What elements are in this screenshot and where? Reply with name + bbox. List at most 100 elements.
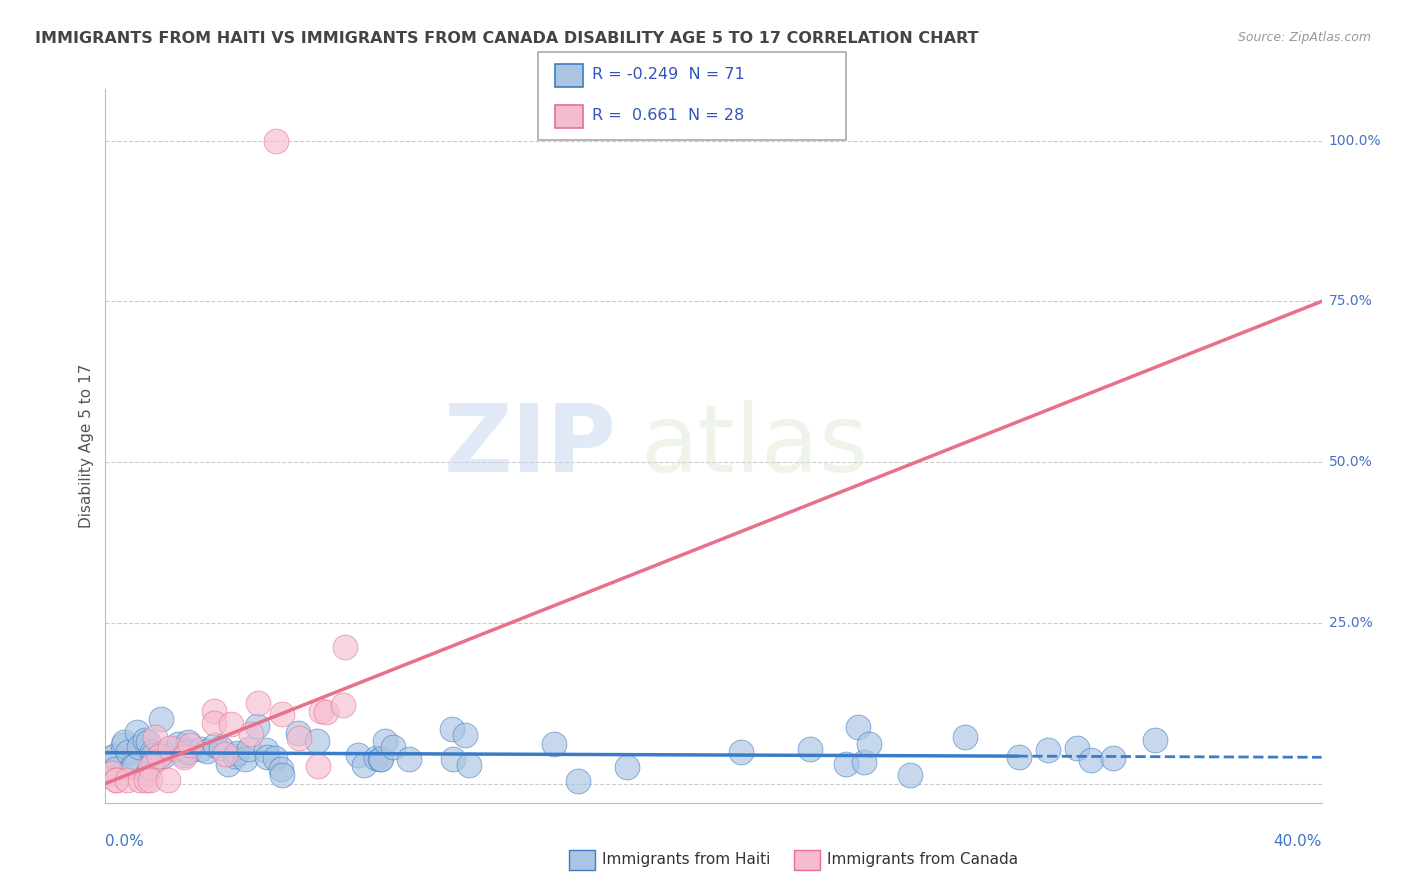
Point [173,747,195,762]
Point [730,745,752,759]
Point [370,751,392,765]
Point [454,728,477,742]
Point [368,752,391,766]
Point [382,740,405,755]
Point [1008,749,1031,764]
Text: 50.0%: 50.0% [1329,455,1372,469]
Text: atlas: atlas [641,400,869,492]
Point [366,750,388,764]
Point [616,760,638,774]
Point [202,715,225,730]
Point [256,749,278,764]
Point [127,725,149,739]
Point [150,747,173,761]
Point [139,773,162,788]
Text: Immigrants from Canada: Immigrants from Canada [827,853,1018,867]
Point [848,720,870,734]
Point [112,735,135,749]
Point [202,704,225,718]
Point [458,757,481,772]
Point [835,757,858,772]
Point [1066,741,1088,756]
Point [128,739,150,754]
Point [270,768,292,782]
Point [143,730,166,744]
Text: 75.0%: 75.0% [1329,294,1372,309]
Point [238,742,260,756]
Point [271,707,294,722]
Point [219,717,242,731]
Point [307,759,329,773]
Point [177,745,200,759]
Point [305,734,328,748]
Point [112,738,135,752]
Point [246,697,269,711]
Point [270,762,292,776]
Point [224,749,246,764]
Text: 40.0%: 40.0% [1274,834,1322,848]
Point [138,735,160,749]
Point [195,744,218,758]
Point [567,774,589,789]
Point [398,752,420,766]
Point [852,755,875,769]
Text: Source: ZipAtlas.com: Source: ZipAtlas.com [1237,31,1371,45]
Point [226,746,249,760]
Point [898,768,921,782]
Point [240,727,263,741]
Point [353,758,375,772]
Text: Immigrants from Haiti: Immigrants from Haiti [602,853,770,867]
Point [346,748,368,763]
Point [173,749,195,764]
Point [141,746,163,760]
Text: ZIP: ZIP [443,400,616,492]
Point [152,748,174,763]
Point [1144,732,1167,747]
Point [209,740,232,755]
Point [104,762,127,776]
Point [190,742,212,756]
Point [246,719,269,733]
Point [333,640,356,654]
Point [117,745,139,759]
Point [115,773,138,788]
Point [101,766,124,780]
Point [309,704,332,718]
Point [176,743,198,757]
Point [179,739,201,753]
Point [142,756,165,770]
Point [135,766,157,780]
Point [799,742,821,756]
Point [217,756,239,771]
Point [214,747,236,761]
Point [441,752,464,766]
Text: R =  0.661  N = 28: R = 0.661 N = 28 [592,109,744,123]
Point [374,733,396,747]
Point [121,760,143,774]
Text: R = -0.249  N = 71: R = -0.249 N = 71 [592,68,745,82]
Point [332,698,354,712]
Point [263,751,285,765]
Y-axis label: Disability Age 5 to 17: Disability Age 5 to 17 [79,364,94,528]
Point [105,773,128,788]
Point [543,737,565,751]
Point [264,134,287,148]
Point [142,747,165,762]
Point [148,748,170,763]
Point [287,726,309,740]
Point [1080,753,1102,767]
Point [177,735,200,749]
Point [129,773,152,788]
Point [204,738,226,752]
Text: 100.0%: 100.0% [1329,134,1381,148]
Point [104,773,127,788]
Point [134,732,156,747]
Point [315,705,337,719]
Point [233,751,256,765]
Point [150,712,173,726]
Point [254,743,277,757]
Point [1101,750,1123,764]
Point [156,773,179,788]
Point [135,773,157,788]
Point [101,749,124,764]
